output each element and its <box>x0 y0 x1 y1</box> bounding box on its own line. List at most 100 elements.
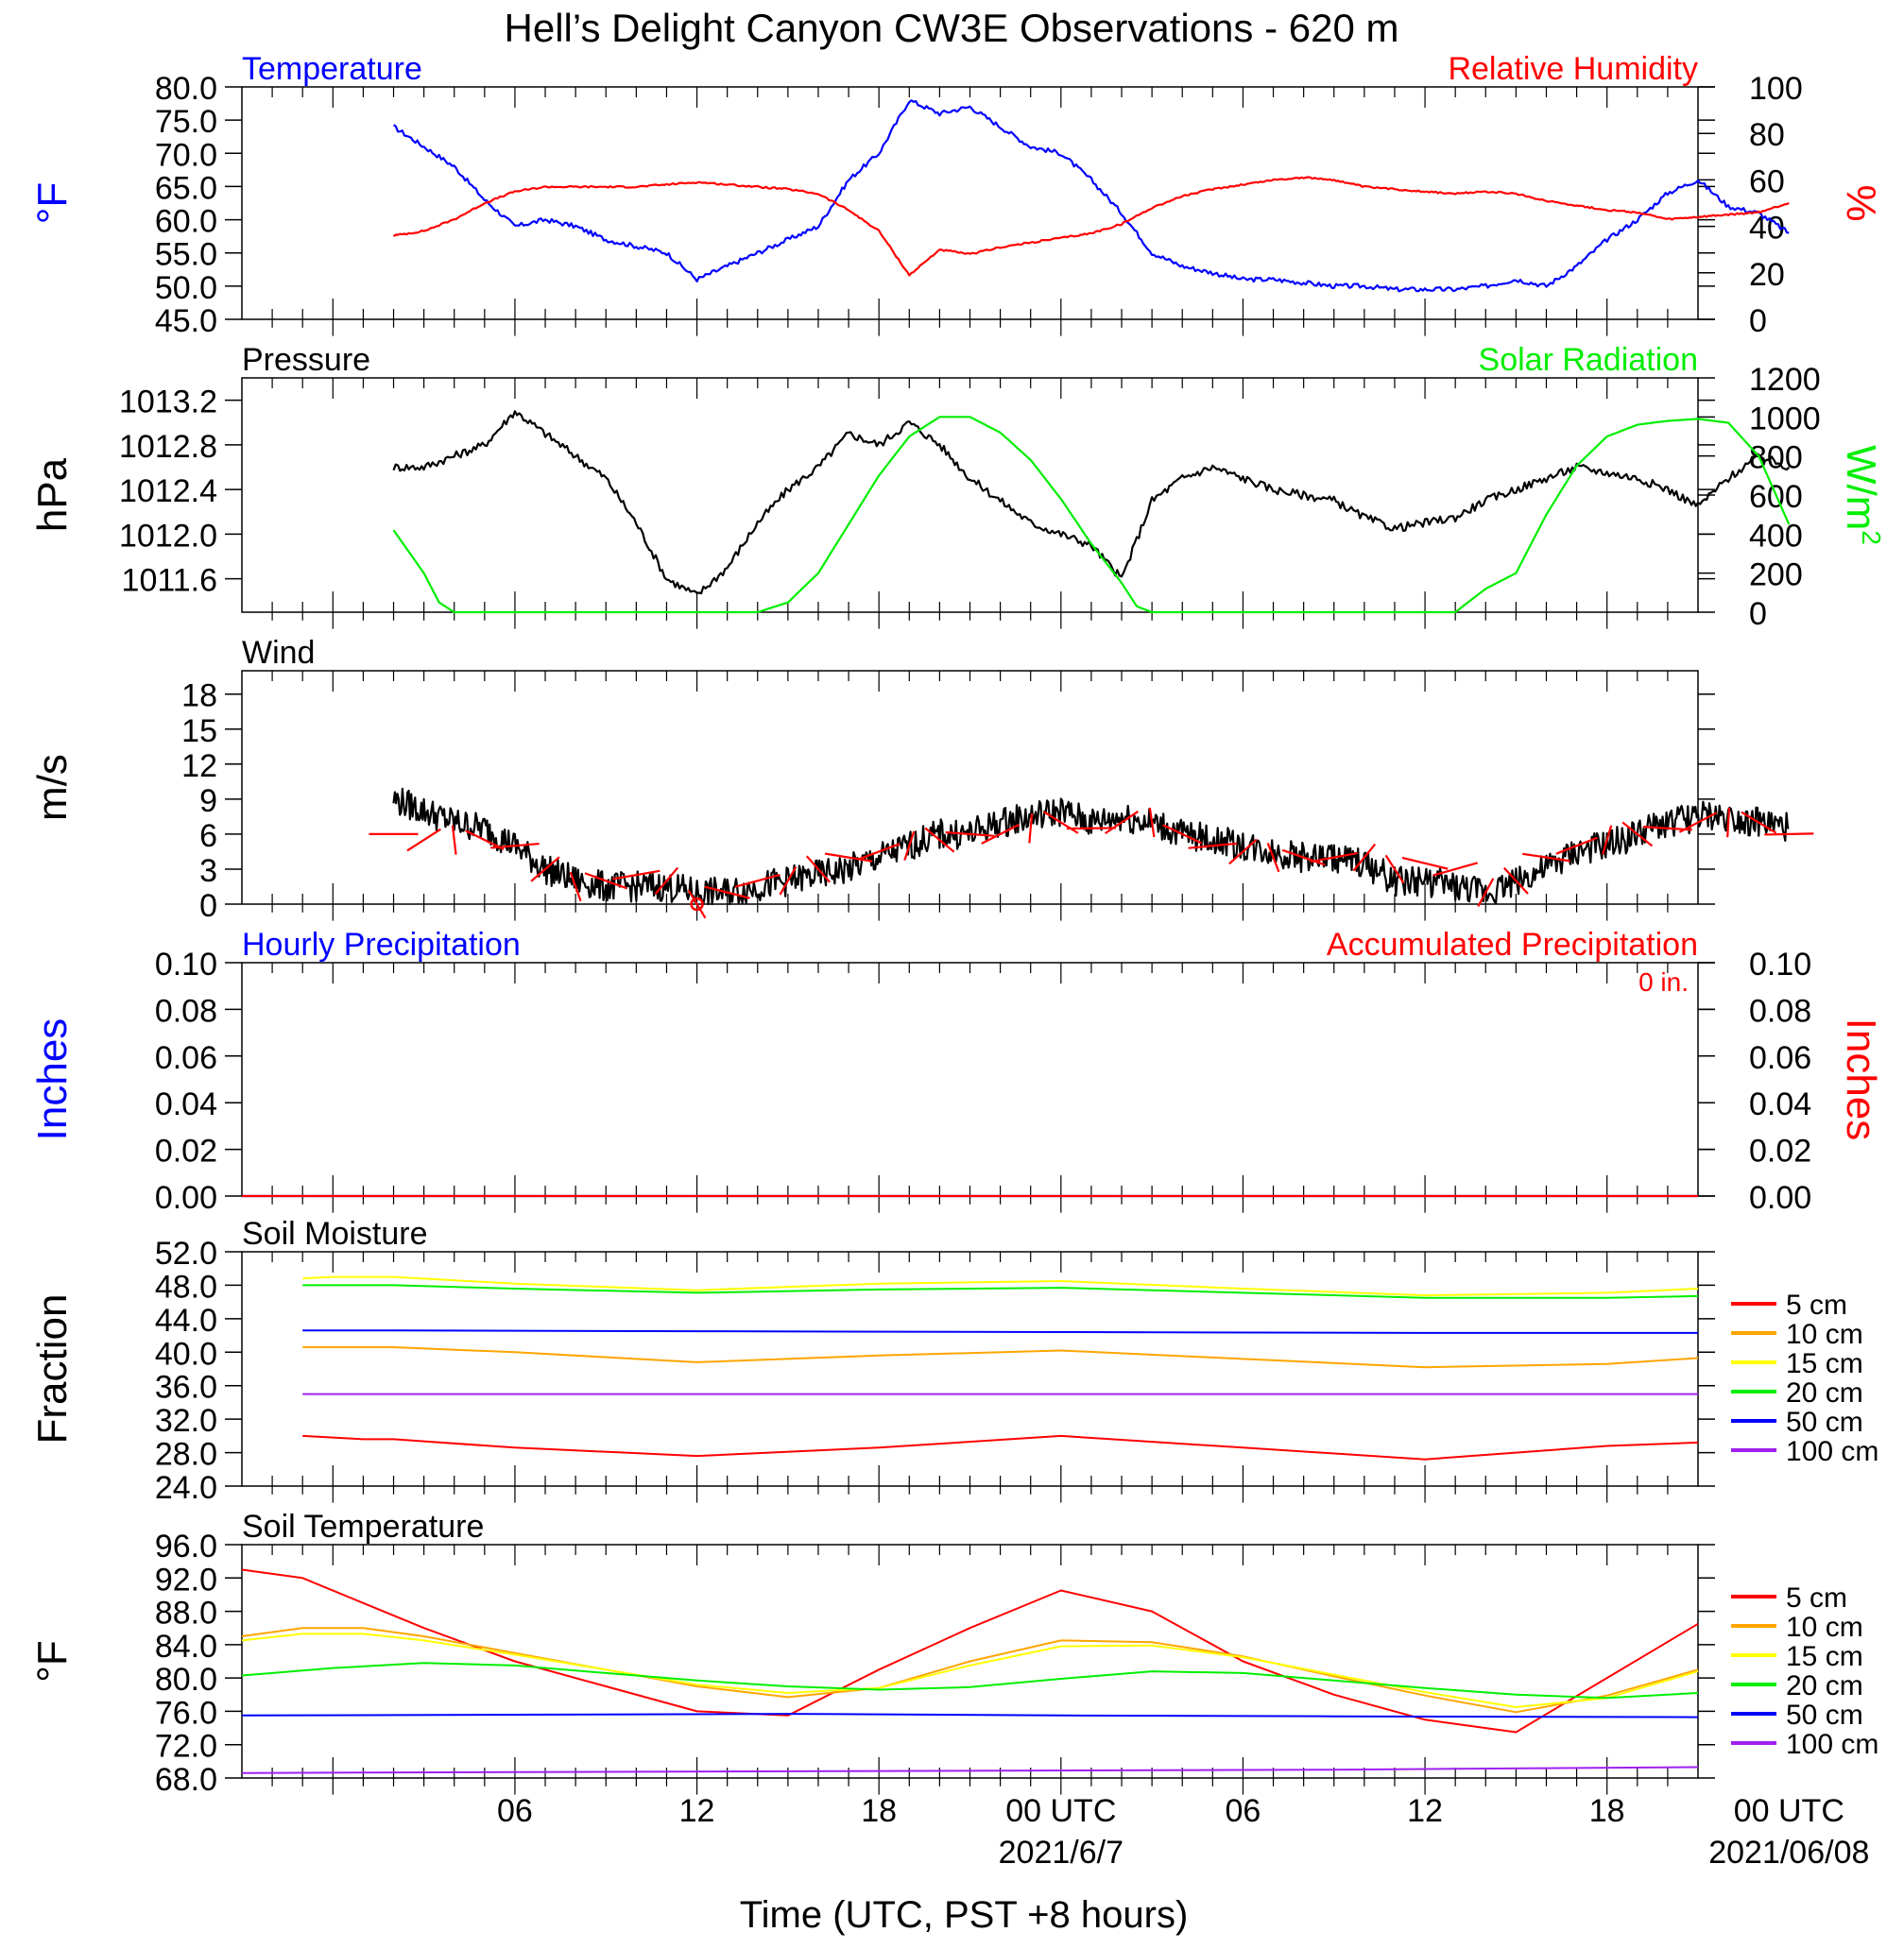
y-right-tick-label: 0 <box>1749 303 1767 339</box>
y-tick-label: 68.0 <box>155 1762 217 1798</box>
y-tick-label: 36.0 <box>155 1370 217 1406</box>
wind-barb <box>945 830 995 837</box>
x-date-label: 2021/06/08 <box>1708 1835 1869 1871</box>
y-tick-label: 32.0 <box>155 1403 217 1439</box>
wind-barb <box>1621 821 1654 847</box>
y-axis-label-right: W/m2 <box>1838 445 1886 545</box>
panel-title-left: Hourly Precipitation <box>242 927 521 963</box>
series-line-50-cm <box>241 1713 1699 1718</box>
chart-title: Hell’s Delight Canyon CW3E Observations … <box>505 6 1399 50</box>
wind-barb <box>824 852 873 863</box>
y-tick-label: 76.0 <box>155 1695 217 1731</box>
y-right-tick-label: 0.00 <box>1749 1180 1811 1216</box>
x-tick-label: 12 <box>679 1793 715 1829</box>
wind-barb <box>1522 852 1570 863</box>
panel-frame <box>241 670 1699 905</box>
panel-temperature: 45.050.055.060.065.070.075.080.0 0 20 40 60 8… <box>29 51 1884 339</box>
y-right-tick-label: 200 <box>1749 557 1803 593</box>
y-axis-label-right-text: W/m <box>1838 445 1884 530</box>
y-right-tick-label: 80 <box>1749 117 1785 153</box>
y-right-tick-label: 1000 <box>1749 401 1821 436</box>
legend-label: 10 cm <box>1786 1319 1863 1350</box>
series-line-50-cm <box>302 1329 1698 1334</box>
y-tick-label: 1012.0 <box>119 518 217 554</box>
y-tick-label: 0.08 <box>155 993 217 1029</box>
accumulated-total-annotation: 0 in. <box>1638 967 1689 997</box>
y-tick-label: 45.0 <box>155 303 217 339</box>
y-right-tick-label: 0 <box>1749 596 1767 632</box>
legend-label: 50 cm <box>1786 1700 1863 1731</box>
series-line-15-cm <box>241 1633 1699 1708</box>
series-line-1 <box>392 176 1790 277</box>
legend-label: 15 cm <box>1786 1348 1863 1379</box>
panel-frame <box>241 86 1699 320</box>
panel-title-left: Soil Temperature <box>242 1509 484 1545</box>
wind-barb <box>1028 813 1034 844</box>
wind-barb <box>857 843 901 861</box>
wind-barb <box>1741 811 1777 834</box>
wind-barb <box>779 866 798 896</box>
panel-precipitation: 0.00 0.02 0.04 0.06 0.08 0.10 0.00 0.02 0.04 0.06… <box>29 927 1884 1216</box>
wind-barb <box>1602 825 1613 855</box>
series-line-5-cm <box>302 1434 1699 1461</box>
y-tick-label: 12 <box>181 748 217 784</box>
x-tick-label: 18 <box>861 1793 897 1829</box>
y-tick-label: 88.0 <box>155 1596 217 1632</box>
panel-title-right: Solar Radiation <box>1479 342 1698 378</box>
x-tick-label: 12 <box>1407 1793 1443 1829</box>
y-axis-label-left: Fraction <box>29 1294 76 1445</box>
series-line-20-cm <box>241 1662 1699 1700</box>
y-tick-label: 40.0 <box>155 1336 217 1372</box>
y-axis-label-right-sup: 2 <box>1857 530 1886 545</box>
panel-title-left: Pressure <box>242 342 370 378</box>
y-axis-label-left: hPa <box>29 457 76 532</box>
y-right-tick-label: 800 <box>1749 440 1803 476</box>
wind-barb <box>1726 807 1731 838</box>
y-tick-label: 72.0 <box>155 1729 217 1765</box>
panel-title-right: Accumulated Precipitation <box>1327 927 1698 963</box>
wind-barb <box>1105 811 1140 835</box>
legend-label: 5 cm <box>1786 1582 1847 1614</box>
wind-barb <box>490 842 540 849</box>
series-line-5-cm <box>241 1568 1699 1734</box>
wind-barb <box>465 829 505 850</box>
panel-pressure: 1011.61012.01012.41012.81013.20200400600… <box>29 342 1886 632</box>
wind-barb <box>903 830 916 861</box>
y-tick-label: 1012.8 <box>119 429 217 465</box>
wind-barb <box>1310 851 1358 863</box>
y-right-tick-label: 0.06 <box>1749 1040 1811 1076</box>
wind-barb <box>1228 838 1258 865</box>
panel-frame <box>241 962 1699 1197</box>
y-right-tick-label: 0.10 <box>1749 947 1811 983</box>
y-tick-label: 65.0 <box>155 170 217 206</box>
wind-barb <box>654 866 679 895</box>
panel-soil_moisture: 24.028.032.036.040.044.048.052.0 Soil Moi… <box>29 1216 1878 1506</box>
panel-soil_temperature: 68.072.076.080.084.088.092.096.0 Soil Tem… <box>29 1509 1878 1798</box>
wind-barb <box>1352 843 1377 872</box>
y-right-tick-label: 100 <box>1749 71 1803 107</box>
y-tick-label: 1011.6 <box>122 563 217 599</box>
series-line-0 <box>392 410 1791 595</box>
y-tick-label: 15 <box>181 713 217 749</box>
y-tick-label: 75.0 <box>155 104 217 140</box>
y-tick-label: 28.0 <box>155 1437 217 1473</box>
wind-barb <box>981 823 1021 845</box>
y-tick-label: 52.0 <box>155 1236 217 1272</box>
y-right-tick-label: 0.02 <box>1749 1134 1811 1170</box>
series-line-1 <box>392 416 1791 614</box>
y-tick-label: 0 <box>199 888 217 924</box>
legend-label: 15 cm <box>1786 1641 1863 1672</box>
wind-barb <box>530 856 560 882</box>
series-line-10-cm <box>302 1346 1699 1369</box>
y-tick-label: 1012.4 <box>119 473 217 509</box>
y-axis-label-right-text: Inches <box>1838 1018 1884 1141</box>
wind-barb <box>1384 854 1405 884</box>
wind-barb <box>1162 824 1203 845</box>
y-tick-label: 3 <box>199 853 217 889</box>
y-tick-label: 44.0 <box>155 1303 217 1339</box>
wind-barb <box>1555 836 1598 855</box>
y-tick-label: 0.10 <box>155 947 217 983</box>
y-tick-label: 48.0 <box>155 1269 217 1305</box>
